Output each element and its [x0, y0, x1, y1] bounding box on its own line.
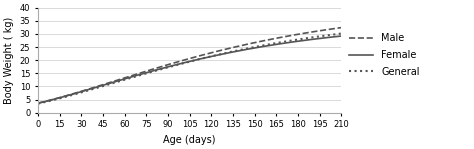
General [331, 34, 337, 35]
Male [181, 59, 187, 61]
General [284, 40, 290, 42]
General [35, 103, 41, 105]
Female [216, 54, 221, 56]
Male [216, 50, 221, 52]
General [199, 58, 205, 59]
General [181, 62, 187, 64]
Line: Male: Male [38, 28, 341, 103]
Legend: Male, Female, General: Male, Female, General [349, 33, 420, 77]
Female [284, 42, 290, 44]
Male [284, 35, 290, 37]
Female [35, 102, 41, 104]
General [179, 63, 185, 65]
Male [179, 60, 185, 62]
Male [338, 27, 344, 28]
X-axis label: Age (days): Age (days) [164, 135, 216, 145]
General [338, 33, 344, 34]
Male [331, 28, 337, 30]
Line: General: General [38, 34, 341, 104]
Female [179, 62, 185, 64]
Y-axis label: Body Weight ( kg): Body Weight ( kg) [4, 17, 14, 104]
Female [331, 36, 337, 38]
Female [338, 35, 344, 37]
Female [181, 62, 187, 64]
General [216, 54, 221, 56]
Male [199, 54, 205, 56]
Male [35, 102, 41, 104]
Line: Female: Female [38, 36, 341, 103]
Female [199, 58, 205, 59]
